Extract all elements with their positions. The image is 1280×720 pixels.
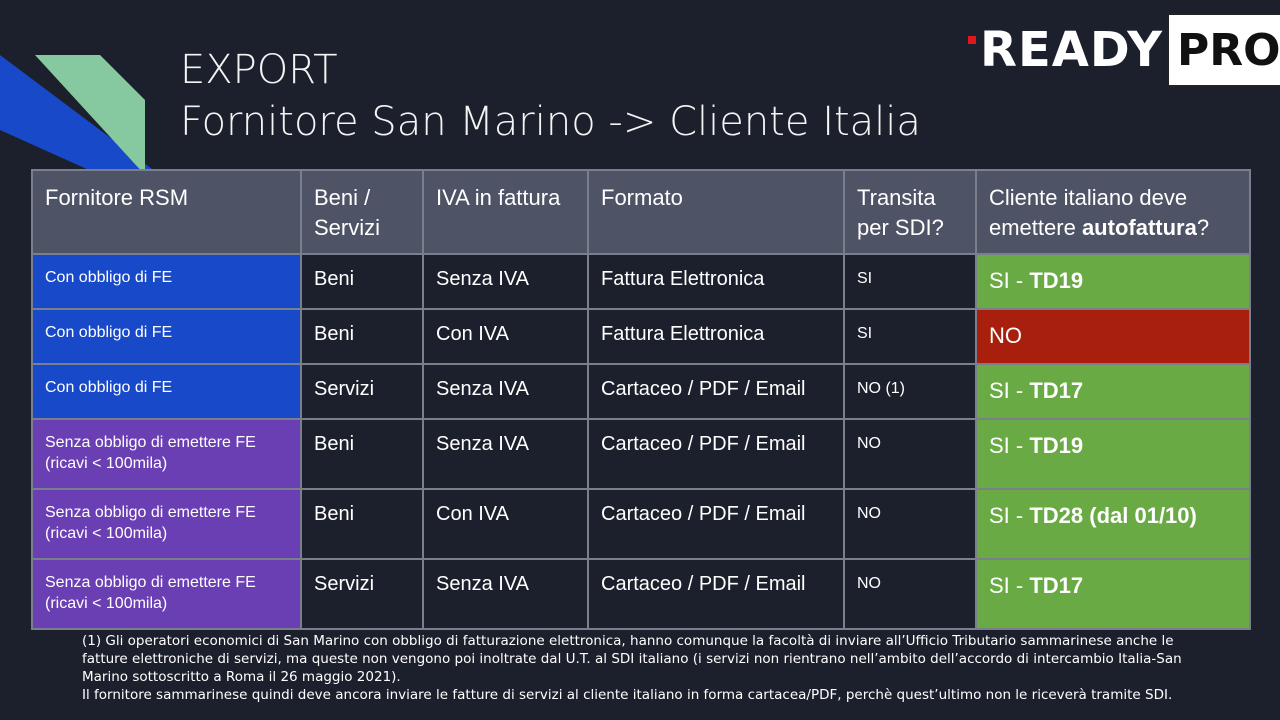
cell-cliente: SI - TD17 bbox=[975, 363, 1251, 420]
table-row: Senza obbligo di emettere FE (ricavi < 10… bbox=[31, 418, 1251, 490]
cell-formato: Fattura Elettronica bbox=[587, 253, 845, 310]
cell-cliente: NO bbox=[975, 308, 1251, 365]
page-title: EXPORT Fornitore San Marino -> Cliente I… bbox=[180, 44, 921, 148]
cell-beni: Beni bbox=[300, 418, 424, 490]
header-beni: Beni / Servizi bbox=[300, 169, 424, 255]
cell-fornitore: Senza obbligo di emettere FE (ricavi < 10… bbox=[31, 558, 302, 630]
cell-beni: Beni bbox=[300, 253, 424, 310]
cell-cliente: SI - TD19 bbox=[975, 418, 1251, 490]
header-fornitore: Fornitore RSM bbox=[31, 169, 302, 255]
cell-transita: NO bbox=[843, 488, 977, 560]
header-transita: Transita per SDI? bbox=[843, 169, 977, 255]
cell-cliente: SI - TD17 bbox=[975, 558, 1251, 630]
cell-formato: Cartaceo / PDF / Email bbox=[587, 558, 845, 630]
header-cliente: Cliente italiano deve emettere autofattu… bbox=[975, 169, 1251, 255]
table-row: Con obbligo di FE Beni Con IVA Fattura Elet… bbox=[31, 308, 1251, 365]
header-formato: Formato bbox=[587, 169, 845, 255]
cell-fornitore: Con obbligo di FE bbox=[31, 308, 302, 365]
cell-iva: Senza IVA bbox=[422, 253, 589, 310]
cell-iva: Con IVA bbox=[422, 488, 589, 560]
cell-formato: Cartaceo / PDF / Email bbox=[587, 488, 845, 560]
cell-formato: Cartaceo / PDF / Email bbox=[587, 363, 845, 420]
cell-iva: Con IVA bbox=[422, 308, 589, 365]
cell-iva: Senza IVA bbox=[422, 558, 589, 630]
cell-transita: SI bbox=[843, 253, 977, 310]
export-table: Fornitore RSM Beni / Servizi IVA in fatt… bbox=[31, 169, 1251, 630]
cell-formato: Fattura Elettronica bbox=[587, 308, 845, 365]
cell-fornitore: Senza obbligo di emettere FE (ricavi < 10… bbox=[31, 488, 302, 560]
cell-beni: Servizi bbox=[300, 363, 424, 420]
cell-transita: NO (1) bbox=[843, 363, 977, 420]
logo-ready: READY bbox=[968, 22, 1163, 78]
footnote-paragraph-2: Il fornitore sammarinese quindi deve anc… bbox=[82, 687, 1173, 703]
logo-pro: PRO bbox=[1167, 13, 1280, 87]
title-line-1: EXPORT bbox=[180, 47, 338, 93]
cell-iva: Senza IVA bbox=[422, 363, 589, 420]
table-row: Con obbligo di FE Beni Senza IVA Fattura El… bbox=[31, 253, 1251, 310]
cell-transita: NO bbox=[843, 418, 977, 490]
cell-beni: Beni bbox=[300, 488, 424, 560]
cell-iva: Senza IVA bbox=[422, 418, 589, 490]
table-row: Con obbligo di FE Servizi Senza IVA Cartace… bbox=[31, 363, 1251, 420]
cell-beni: Servizi bbox=[300, 558, 424, 630]
title-line-2: Fornitore San Marino -> Cliente Italia bbox=[180, 99, 921, 145]
cell-transita: SI bbox=[843, 308, 977, 365]
cell-beni: Beni bbox=[300, 308, 424, 365]
cell-fornitore: Con obbligo di FE bbox=[31, 363, 302, 420]
cell-fornitore: Senza obbligo di emettere FE (ricavi < 10… bbox=[31, 418, 302, 490]
cell-fornitore: Con obbligo di FE bbox=[31, 253, 302, 310]
footnote: (1) Gli operatori economici di San Marin… bbox=[82, 632, 1202, 704]
readypro-logo: READY PRO bbox=[968, 13, 1280, 87]
table-row: Senza obbligo di emettere FE (ricavi < 10… bbox=[31, 488, 1251, 560]
footnote-paragraph-1: (1) Gli operatori economici di San Marin… bbox=[82, 633, 1182, 685]
table-row: Senza obbligo di emettere FE (ricavi < 10… bbox=[31, 558, 1251, 630]
cell-transita: NO bbox=[843, 558, 977, 630]
table-header-row: Fornitore RSM Beni / Servizi IVA in fatt… bbox=[31, 169, 1251, 255]
cell-formato: Cartaceo / PDF / Email bbox=[587, 418, 845, 490]
cell-cliente: SI - TD19 bbox=[975, 253, 1251, 310]
decorative-stripes bbox=[0, 55, 160, 175]
header-iva: IVA in fattura bbox=[422, 169, 589, 255]
cell-cliente: SI - TD28 (dal 01/10) bbox=[975, 488, 1251, 560]
